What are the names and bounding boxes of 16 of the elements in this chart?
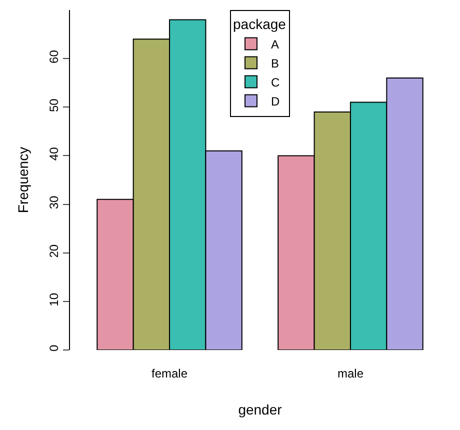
y-tick-label: 60 [47, 50, 62, 64]
y-tick-label: 50 [47, 98, 62, 112]
y-tick-label: 10 [47, 292, 62, 306]
legend-title: package [233, 16, 286, 32]
y-tick-label: 20 [47, 244, 62, 258]
legend-label: A [271, 37, 280, 52]
y-tick-label: 0 [47, 344, 62, 352]
y-axis-title: Frequency [14, 146, 31, 214]
x-tick-label: male [337, 366, 364, 380]
y-tick-label: 30 [47, 195, 62, 210]
x-tick-label: female [152, 366, 188, 380]
legend-label: D [271, 94, 280, 108]
legend-label: C [271, 75, 280, 90]
y-tick-label: 40 [47, 146, 62, 161]
x-axis-title: gender [238, 402, 282, 418]
legend-label: B [271, 56, 280, 70]
